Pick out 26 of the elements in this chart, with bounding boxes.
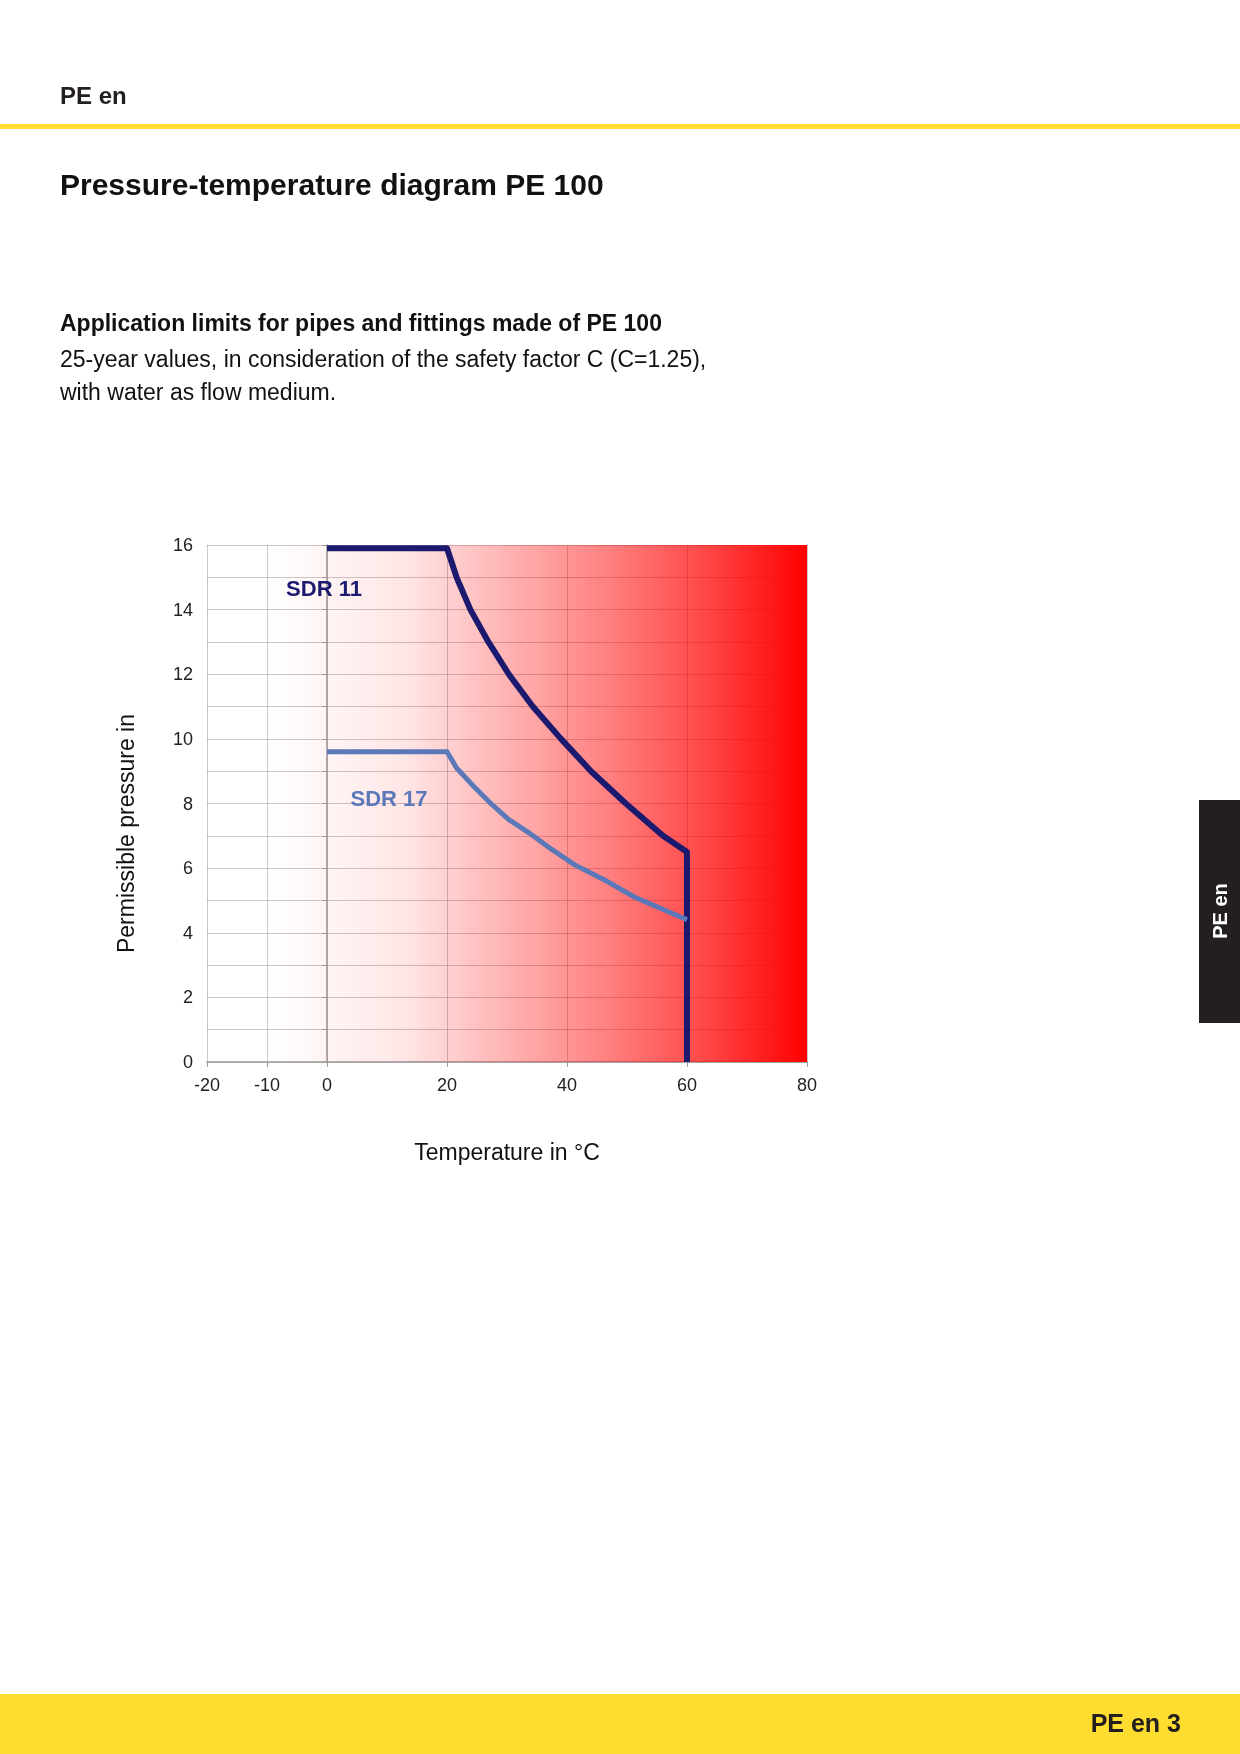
y-tick-label: 12 — [172, 664, 193, 685]
x-axis-title: Temperature in °C — [414, 1138, 600, 1165]
x-tick-label: 20 — [436, 1075, 458, 1095]
y-tick-label: 10 — [172, 728, 193, 749]
y-tick-label: 14 — [172, 599, 193, 620]
x-tick-label: 80 — [796, 1075, 818, 1095]
text: PE en 3 — [1090, 1709, 1181, 1738]
series-label: SDR 17 — [350, 786, 428, 812]
text: PE en — [1208, 883, 1231, 939]
x-tick-label: 60 — [676, 1075, 698, 1095]
text: PE en — [60, 82, 127, 110]
y-tick-label: 0 — [182, 1052, 193, 1072]
y-tick-label: 16 — [172, 535, 193, 555]
y-tick-label: 6 — [182, 858, 193, 879]
chart-title: Pressure-temperature diagram PE 100 — [60, 168, 604, 202]
text: 25-year values, in consideration of the safety factor C (C=1.25), with water as flow medium. — [60, 345, 708, 407]
chart-subtitle: Application limits for pipes and fittings made of PE 100 — [60, 310, 662, 337]
y-tick-label: 2 — [182, 987, 193, 1008]
series-label: SDR 11 — [286, 575, 362, 601]
x-tick-label: -20 — [193, 1075, 221, 1095]
y-tick-label: 8 — [182, 793, 193, 814]
x-tick-label: -10 — [253, 1075, 281, 1095]
x-tick-label: 40 — [556, 1075, 578, 1095]
x-tick-label: 0 — [321, 1075, 333, 1095]
y-tick-label: 4 — [182, 922, 193, 943]
y-axis-title: Permissible pressure in — [112, 713, 139, 954]
